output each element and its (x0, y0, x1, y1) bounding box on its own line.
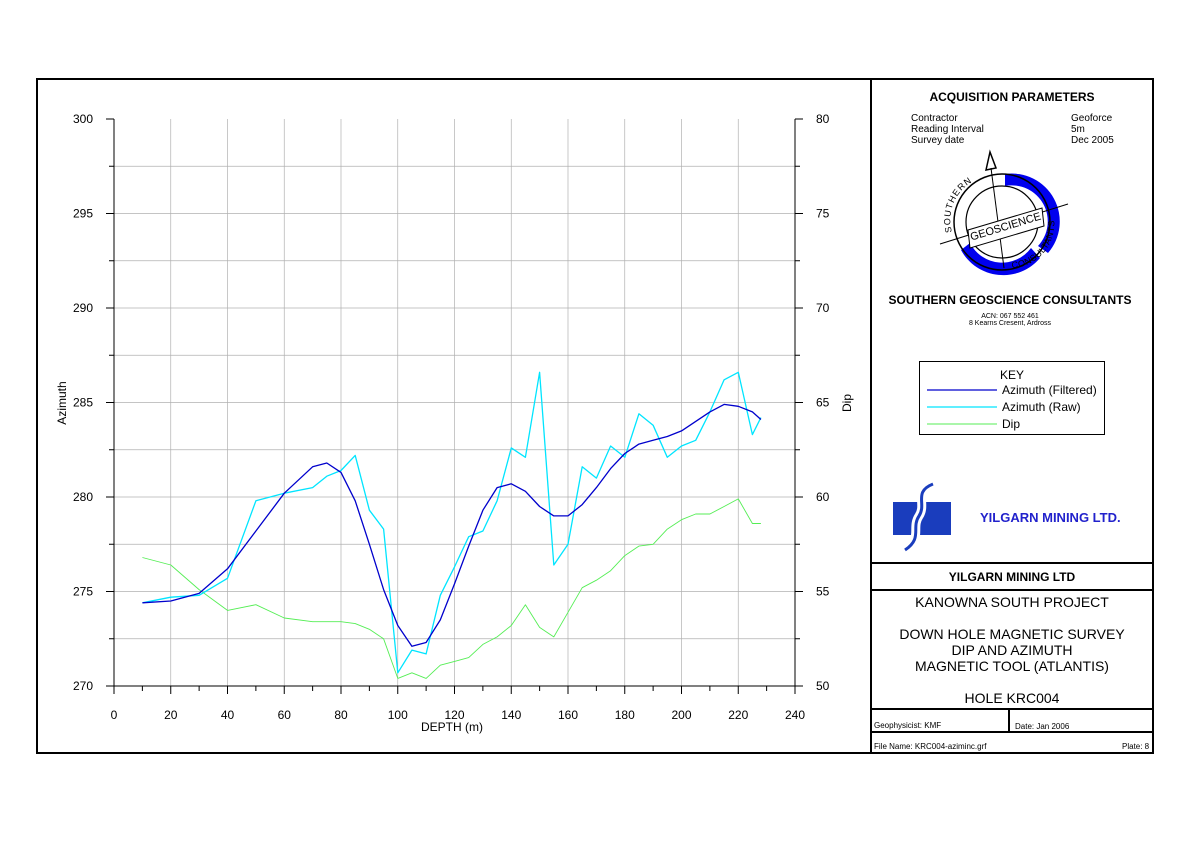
chart-ticks: 0 20 40 60 80 100 120 140 160 180 200 220 240 270 275 2… (73, 112, 830, 722)
x-tick-label: 140 (501, 708, 521, 722)
series-line-azimuth-filtered (142, 403, 762, 647)
title-date: Date: Jan 2006 (1015, 722, 1070, 731)
y2-tick-label: 80 (816, 112, 830, 126)
legend-label-filtered: Azimuth (Filtered) (1002, 383, 1097, 397)
x-tick-label: 180 (615, 708, 635, 722)
y-tick-label: 290 (73, 301, 93, 315)
y2-tick-label: 65 (816, 396, 830, 410)
title-survey-line2: DIP AND AZIMUTH (951, 642, 1073, 658)
info-panel (870, 78, 1154, 754)
x-tick-label: 100 (388, 708, 408, 722)
acq-label-contractor: Contractor (911, 113, 958, 124)
y2-tick-label: 70 (816, 301, 830, 315)
acq-value-contractor: Geoforce (1071, 113, 1113, 124)
x-tick-label: 240 (785, 708, 805, 722)
y2-tick-label: 60 (816, 490, 830, 504)
x-tick-label: 0 (111, 708, 118, 722)
rule-3 (870, 708, 1154, 710)
series-line-azimuth-raw (142, 371, 762, 674)
y-tick-label: 285 (73, 396, 93, 410)
acq-label-interval: Reading Interval (911, 124, 984, 135)
sgc-logo: GEOSCIENCE SOUTHERN CONSULTANTS (939, 149, 1069, 276)
chart-grid (114, 119, 795, 686)
y-tick-label: 280 (73, 490, 93, 504)
geophysicist: Geophysicist: KMF (874, 721, 942, 730)
acq-value-date: Dec 2005 (1071, 135, 1114, 146)
y-tick-label: 270 (73, 679, 93, 693)
company-acn: ACN: 067 552 461 (981, 313, 1039, 320)
title-survey-line1: DOWN HOLE MAGNETIC SURVEY (899, 626, 1125, 642)
x-tick-label: 40 (221, 708, 235, 722)
yilgarn-logo (893, 479, 951, 554)
series-line-dip (142, 498, 761, 679)
acquisition-heading: ACQUISITION PARAMETERS (929, 90, 1095, 104)
company-name: SOUTHERN GEOSCIENCE CONSULTANTS (888, 293, 1132, 307)
client-name: YILGARN MINING LTD. (980, 510, 1121, 525)
y-axis-title: Azimuth (55, 381, 69, 424)
y-tick-label: 275 (73, 585, 93, 599)
x-tick-label: 200 (671, 708, 691, 722)
y2-tick-label: 50 (816, 679, 830, 693)
y2-tick-label: 75 (816, 207, 830, 221)
chart-series (142, 371, 762, 679)
title-client: YILGARN MINING LTD (948, 570, 1076, 584)
rule-4 (870, 731, 1154, 733)
x-tick-label: 120 (444, 708, 464, 722)
legend-box (919, 361, 1105, 435)
legend-title: KEY (999, 368, 1024, 382)
y-tick-label: 300 (73, 112, 93, 126)
x-tick-label: 20 (164, 708, 178, 722)
rule-split (1008, 708, 1010, 732)
y-tick-label: 295 (73, 207, 93, 221)
x-tick-label: 60 (278, 708, 292, 722)
title-survey-line3: MAGNETIC TOOL (ATLANTIS) (915, 658, 1109, 674)
acq-value-interval: 5m (1071, 124, 1085, 135)
x-axis-title: DEPTH (m) (421, 720, 483, 734)
legend-label-raw: Azimuth (Raw) (1002, 400, 1081, 414)
x-tick-label: 160 (558, 708, 578, 722)
y2-tick-label: 55 (816, 585, 830, 599)
title-hole: HOLE KRC004 (964, 690, 1060, 706)
legend-swatches (927, 389, 997, 425)
panel-divider (870, 78, 872, 754)
rule-2 (870, 589, 1154, 591)
acq-label-date: Survey date (911, 135, 965, 146)
x-tick-label: 220 (728, 708, 748, 722)
file-name: File Name: KRC004-aziminc.grf (874, 742, 987, 751)
plate-number: Plate: 8 (1122, 742, 1150, 751)
company-address: 8 Kearns Cresent, Ardross (968, 320, 1052, 327)
legend-label-dip: Dip (1002, 417, 1021, 431)
title-project: KANOWNA SOUTH PROJECT (915, 594, 1109, 610)
x-tick-label: 80 (334, 708, 348, 722)
plot-frame (36, 78, 1154, 754)
rule-1 (870, 562, 1154, 564)
depth-chart: 0 20 40 60 80 100 120 140 160 180 200 220 240 270 275 2… (55, 112, 854, 734)
y2-axis-title: Dip (840, 394, 854, 412)
